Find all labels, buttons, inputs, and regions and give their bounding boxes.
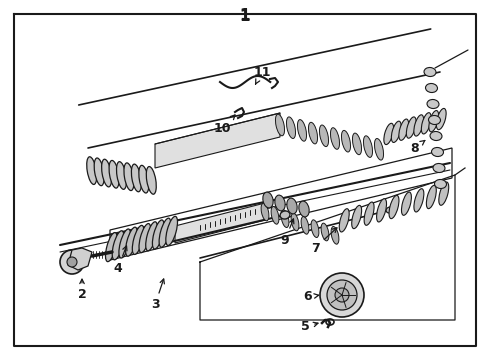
Text: 11: 11: [253, 66, 271, 84]
Ellipse shape: [427, 99, 439, 108]
Ellipse shape: [414, 115, 424, 136]
Ellipse shape: [374, 139, 384, 160]
Ellipse shape: [139, 165, 149, 193]
Circle shape: [327, 280, 357, 310]
Ellipse shape: [425, 84, 438, 93]
Ellipse shape: [280, 211, 290, 219]
Ellipse shape: [429, 116, 441, 125]
Ellipse shape: [159, 218, 171, 247]
Ellipse shape: [297, 120, 307, 141]
Ellipse shape: [146, 222, 157, 251]
Text: 6: 6: [304, 291, 318, 303]
Ellipse shape: [430, 131, 442, 140]
Ellipse shape: [309, 122, 318, 144]
Ellipse shape: [275, 195, 285, 211]
Circle shape: [335, 288, 349, 302]
Circle shape: [320, 273, 364, 317]
Text: 1: 1: [240, 9, 250, 24]
Ellipse shape: [105, 233, 117, 262]
Ellipse shape: [414, 189, 424, 212]
Ellipse shape: [389, 195, 399, 219]
Ellipse shape: [287, 198, 297, 214]
Ellipse shape: [94, 158, 104, 186]
Ellipse shape: [321, 223, 329, 241]
Ellipse shape: [364, 136, 372, 157]
Text: 7: 7: [311, 228, 337, 255]
Ellipse shape: [281, 210, 289, 228]
Ellipse shape: [352, 205, 362, 229]
Ellipse shape: [406, 117, 416, 138]
Ellipse shape: [435, 180, 446, 189]
Text: 1: 1: [240, 8, 250, 23]
Ellipse shape: [364, 202, 374, 225]
Circle shape: [60, 250, 84, 274]
Ellipse shape: [311, 220, 319, 238]
Ellipse shape: [377, 199, 387, 222]
Text: 9: 9: [281, 219, 294, 247]
Ellipse shape: [132, 225, 144, 255]
Ellipse shape: [166, 216, 177, 246]
Ellipse shape: [342, 130, 350, 152]
Ellipse shape: [124, 163, 134, 190]
Ellipse shape: [437, 108, 446, 130]
Ellipse shape: [399, 119, 409, 140]
Ellipse shape: [263, 192, 273, 208]
Ellipse shape: [421, 113, 431, 134]
Ellipse shape: [139, 224, 151, 253]
Ellipse shape: [101, 159, 112, 187]
Polygon shape: [175, 203, 265, 243]
Ellipse shape: [386, 207, 394, 213]
Ellipse shape: [291, 213, 299, 231]
Ellipse shape: [275, 114, 285, 136]
Ellipse shape: [301, 216, 309, 234]
Ellipse shape: [330, 128, 340, 149]
Ellipse shape: [433, 163, 445, 172]
Text: 5: 5: [301, 320, 318, 333]
Ellipse shape: [331, 226, 339, 244]
Ellipse shape: [426, 185, 436, 209]
Ellipse shape: [87, 157, 97, 184]
Ellipse shape: [131, 164, 142, 192]
Polygon shape: [68, 248, 92, 270]
Ellipse shape: [112, 231, 124, 260]
Ellipse shape: [299, 201, 309, 217]
Ellipse shape: [119, 229, 130, 258]
Ellipse shape: [429, 111, 439, 132]
Text: 10: 10: [213, 115, 235, 135]
Ellipse shape: [352, 133, 362, 155]
Ellipse shape: [109, 161, 119, 188]
Ellipse shape: [271, 207, 279, 224]
Ellipse shape: [384, 123, 393, 145]
Ellipse shape: [117, 162, 126, 189]
Ellipse shape: [147, 167, 156, 194]
Ellipse shape: [439, 182, 449, 205]
Text: 3: 3: [151, 279, 164, 311]
Ellipse shape: [287, 117, 295, 139]
Ellipse shape: [401, 192, 412, 215]
Ellipse shape: [432, 148, 443, 157]
Ellipse shape: [339, 209, 349, 232]
Text: 8: 8: [411, 140, 425, 154]
Ellipse shape: [392, 121, 401, 143]
Ellipse shape: [261, 203, 269, 221]
Circle shape: [67, 257, 77, 267]
Ellipse shape: [319, 125, 328, 147]
Polygon shape: [155, 113, 280, 168]
Ellipse shape: [424, 67, 436, 77]
Text: 2: 2: [77, 279, 86, 302]
Ellipse shape: [125, 227, 137, 256]
Ellipse shape: [152, 220, 164, 249]
Text: 4: 4: [114, 246, 127, 274]
